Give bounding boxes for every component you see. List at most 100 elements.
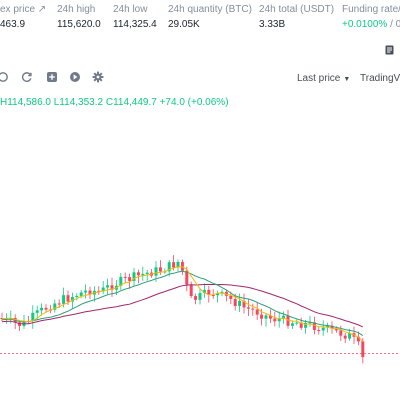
total-24h-label: 24h total (USDT) [259, 4, 335, 15]
funding-rate-value: +0.0100% [342, 19, 388, 30]
ohlc-change: +74.0 (+0.06%) [159, 97, 229, 108]
candle-body [31, 312, 35, 322]
indicator-icon[interactable] [0, 71, 9, 83]
add-icon[interactable] [46, 71, 58, 83]
candle-body [57, 303, 61, 305]
moving-average-short-line [1, 266, 364, 342]
total-24h-value: 3.33B [259, 19, 286, 30]
candle-body [321, 327, 325, 331]
candle-body [277, 318, 281, 322]
candle-body [290, 323, 294, 326]
low-24h-label: 24h low [113, 4, 148, 15]
candle-body [70, 297, 74, 302]
candle-body [106, 285, 110, 288]
caret-down-icon: ▼ [343, 76, 351, 83]
candle-body [145, 272, 149, 274]
candle-body [207, 289, 211, 295]
candle-body [40, 307, 44, 311]
candle-body [185, 270, 189, 285]
candle-body [154, 267, 158, 276]
ohlc-close: C114,449.7 [105, 97, 157, 108]
candle-body [330, 325, 334, 329]
high-24h-label: 24h high [57, 4, 96, 15]
moving-average-long-line [1, 283, 364, 328]
candle-body [282, 315, 286, 319]
candle-body [84, 290, 88, 293]
candle-body [141, 273, 145, 276]
funding-rate-stat[interactable]: Funding rate/Co +0.0100% / 01: [342, 4, 400, 32]
high-24h-value: 115,620.0 [57, 19, 101, 30]
candle-body [167, 262, 171, 272]
low-24h-value: 114,325.4 [113, 19, 157, 30]
chart-toolbar: Last price▼ TradingView [0, 66, 400, 88]
candle-body [189, 284, 193, 297]
price-type-dropdown[interactable]: Last price ▼ [297, 73, 350, 84]
candle-body [343, 335, 347, 339]
candle-body [251, 308, 255, 310]
candle-body [172, 262, 176, 268]
candle-body [211, 294, 215, 296]
candle-body [348, 333, 352, 339]
high-24h-stat: 24h high 115,620.0 [57, 4, 101, 32]
ohlc-low: L114,353.2 [53, 97, 104, 108]
candle-body [361, 341, 365, 358]
candlestick-chart[interactable] [0, 240, 400, 400]
candle-body [312, 322, 316, 330]
index-price-value: 463.9 [0, 19, 26, 30]
candle-body [317, 329, 321, 331]
candle-body [229, 295, 233, 299]
candle-body [255, 309, 259, 315]
candle-body [198, 293, 202, 300]
funding-rate-label: Funding rate/Co [342, 4, 400, 15]
candle-body [18, 322, 22, 326]
candle-body [216, 293, 220, 296]
quantity-24h-value: 29.05K [168, 19, 200, 30]
candle-body [304, 323, 308, 328]
candle-body [101, 287, 105, 292]
candle-body [308, 322, 312, 324]
market-stats-bar: ex price ↗ 463.9 24h high 115,620.0 24h … [0, 0, 400, 36]
candle-body [260, 314, 264, 319]
candle-body [334, 328, 338, 331]
quantity-24h-label: 24h quantity (BTC) [168, 4, 252, 15]
candle-body [53, 303, 57, 310]
candle-body [79, 292, 83, 296]
replay-icon[interactable] [69, 71, 81, 83]
candle-body [110, 285, 114, 290]
tradingview-tab[interactable]: TradingView [360, 73, 400, 84]
candle-body [158, 267, 162, 272]
candle-body [268, 315, 272, 319]
candle-body [273, 318, 277, 322]
candle-body [88, 290, 92, 295]
candle-body [44, 307, 48, 310]
index-price-stat[interactable]: ex price ↗ 463.9 [0, 4, 46, 32]
document-icon[interactable] [385, 45, 394, 55]
candle-body [75, 295, 79, 298]
candle-body [176, 261, 180, 268]
ohlc-legend: H114,586.0 L114,353.2 C114,449.7 +74.0 (… [0, 97, 229, 108]
candle-body [194, 296, 198, 300]
candle-body [128, 277, 132, 281]
candle-body [233, 298, 237, 307]
index-price-label: ex price ↗ [0, 4, 47, 15]
ohlc-high: H114,586.0 [0, 97, 51, 108]
candle-body [123, 276, 127, 278]
refresh-icon[interactable] [21, 71, 33, 83]
price-type-label: Last price [297, 73, 341, 84]
moving-average-mid-line [1, 270, 364, 337]
candle-body [238, 300, 242, 307]
candle-body [356, 336, 360, 342]
candle-body [339, 330, 343, 336]
candle-body [136, 272, 140, 276]
candle-body [299, 322, 303, 328]
candle-body [264, 315, 268, 319]
candle-body [295, 322, 299, 324]
candle-body [35, 310, 39, 313]
settings-icon[interactable] [92, 71, 104, 83]
candle-body [202, 289, 206, 294]
low-24h-stat: 24h low 114,325.4 [113, 4, 157, 32]
funding-rate-row: +0.0100% / 01: [342, 18, 400, 32]
candle-body [220, 291, 224, 294]
funding-countdown: / 01: [390, 19, 400, 30]
candle-body [246, 307, 250, 309]
